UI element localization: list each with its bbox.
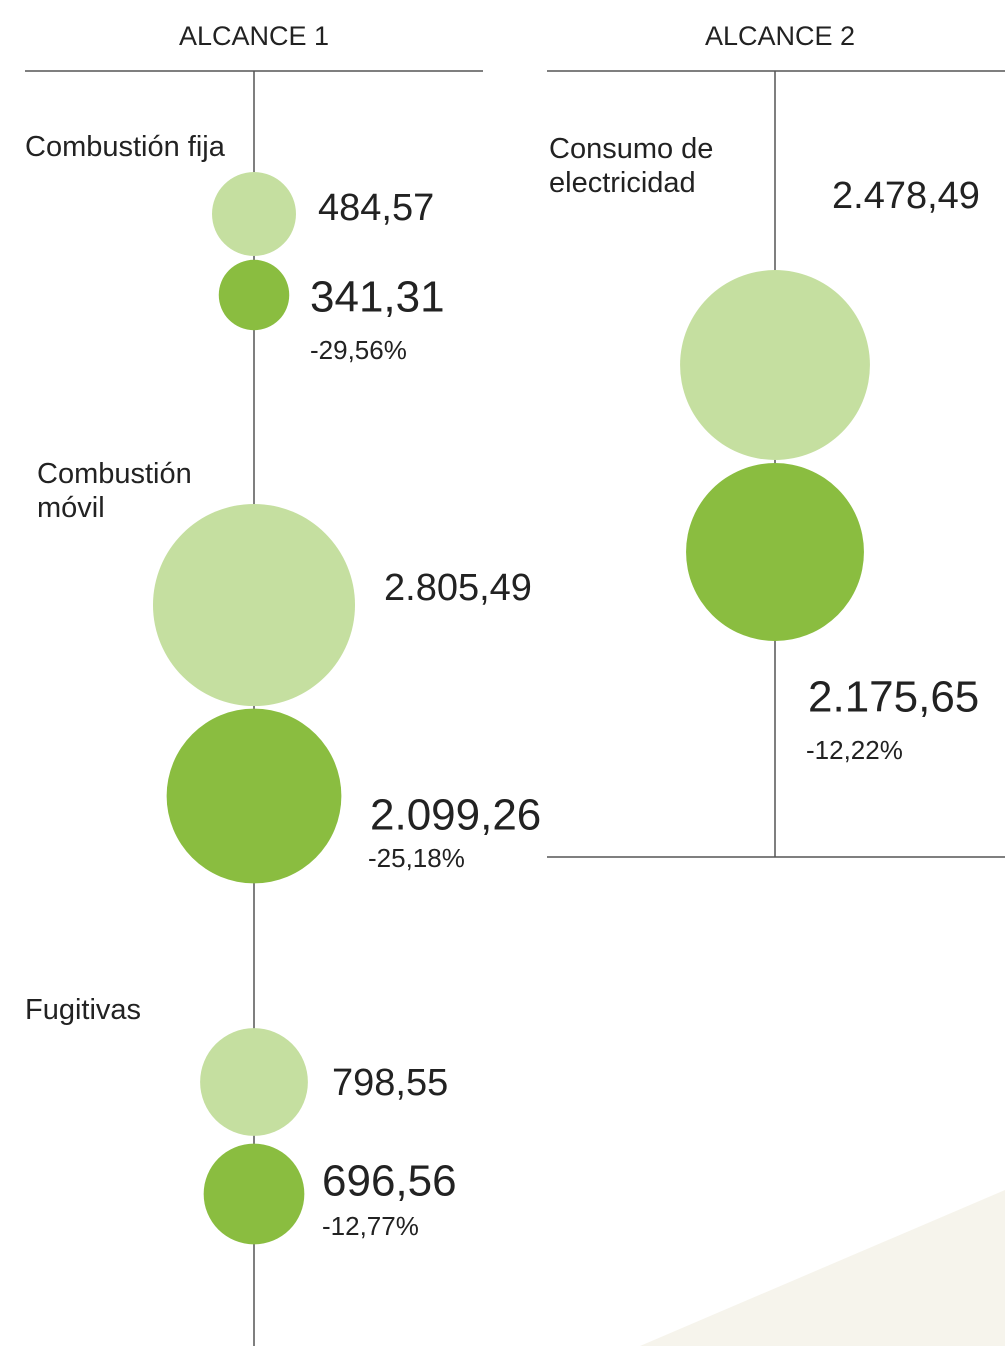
change-label: -25,18%	[368, 843, 465, 873]
change-label: -12,22%	[806, 735, 903, 765]
value-label: 2.099,26	[370, 791, 541, 840]
bubble	[218, 259, 290, 331]
bubble	[152, 503, 356, 707]
change-label: -12,77%	[322, 1211, 419, 1241]
bubble	[212, 172, 296, 256]
value-label: 341,31	[310, 273, 445, 322]
decoration	[640, 1190, 1005, 1346]
panel-title: ALCANCE 1	[179, 21, 329, 51]
bubble	[680, 270, 870, 460]
bubble	[686, 463, 864, 641]
bubble	[166, 708, 342, 884]
group-label: Combustión fija	[25, 131, 225, 163]
value-label: 696,56	[322, 1157, 457, 1206]
value-label: 2.175,65	[808, 673, 979, 722]
value-label: 798,55	[332, 1062, 448, 1104]
value-label: 484,57	[318, 187, 434, 229]
bubble	[200, 1028, 308, 1136]
panel-title: ALCANCE 2	[705, 21, 855, 51]
value-label: 2.805,49	[384, 567, 532, 609]
change-label: -29,56%	[310, 335, 407, 365]
group-label: Consumo de electricidad	[549, 133, 714, 199]
bubble	[203, 1143, 305, 1245]
group-label: Fugitivas	[25, 994, 142, 1026]
group-label: Combustión móvil	[37, 458, 192, 524]
value-label: 2.478,49	[832, 175, 980, 217]
